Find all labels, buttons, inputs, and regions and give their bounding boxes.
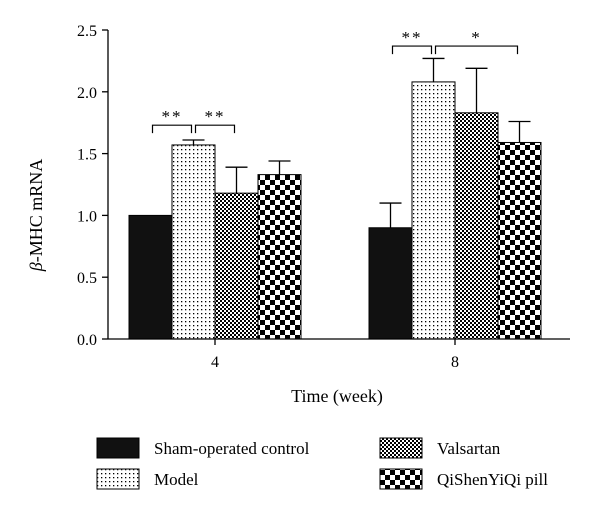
significance-bracket: [434, 45, 519, 55]
y-axis-label-prefix: β: [26, 262, 46, 272]
legend-swatch: [96, 437, 140, 459]
legend-label: QiShenYiQi pill: [437, 470, 548, 489]
y-tick-label: 2.5: [77, 23, 97, 40]
bar: [411, 81, 456, 340]
x-tick-label: 4: [211, 354, 219, 371]
plot-area: 0.00.51.01.52.02.54 8** **** *: [77, 23, 570, 371]
significance-bracket: [151, 124, 193, 134]
legend-label: Sham-operated control: [154, 439, 310, 458]
legend: Sham-operated control Model Valsartan QiShe…: [96, 437, 548, 490]
significance-bracket: [194, 124, 236, 134]
y-tick-label: 2.0: [77, 85, 97, 102]
legend-swatch: [96, 468, 140, 490]
y-tick-label: 0.5: [77, 270, 97, 287]
significance-label: **: [402, 28, 423, 47]
x-tick-label: 8: [451, 354, 459, 371]
bar: [128, 214, 173, 340]
bar: [497, 141, 542, 340]
bar: [214, 192, 259, 340]
legend-label: Model: [154, 470, 199, 489]
legend-swatch: [379, 437, 423, 459]
y-axis-label-rest: -MHC mRNA: [26, 159, 46, 263]
y-tick-label: 1.5: [77, 147, 97, 164]
bar: [368, 227, 413, 340]
bar: [454, 112, 499, 340]
x-axis-label: Time (week): [291, 386, 383, 407]
bar: [257, 174, 302, 340]
bar: [171, 144, 216, 340]
significance-label: **: [162, 107, 183, 126]
y-tick-label: 0.0: [77, 332, 97, 349]
significance-label: **: [205, 107, 226, 126]
significance-label: *: [471, 28, 482, 47]
y-axis-label: β-MHC mRNA: [26, 159, 46, 272]
significance-bracket: [391, 45, 433, 55]
y-tick-label: 1.0: [77, 208, 97, 225]
legend-label: Valsartan: [437, 439, 501, 458]
legend-swatch: [379, 468, 423, 490]
